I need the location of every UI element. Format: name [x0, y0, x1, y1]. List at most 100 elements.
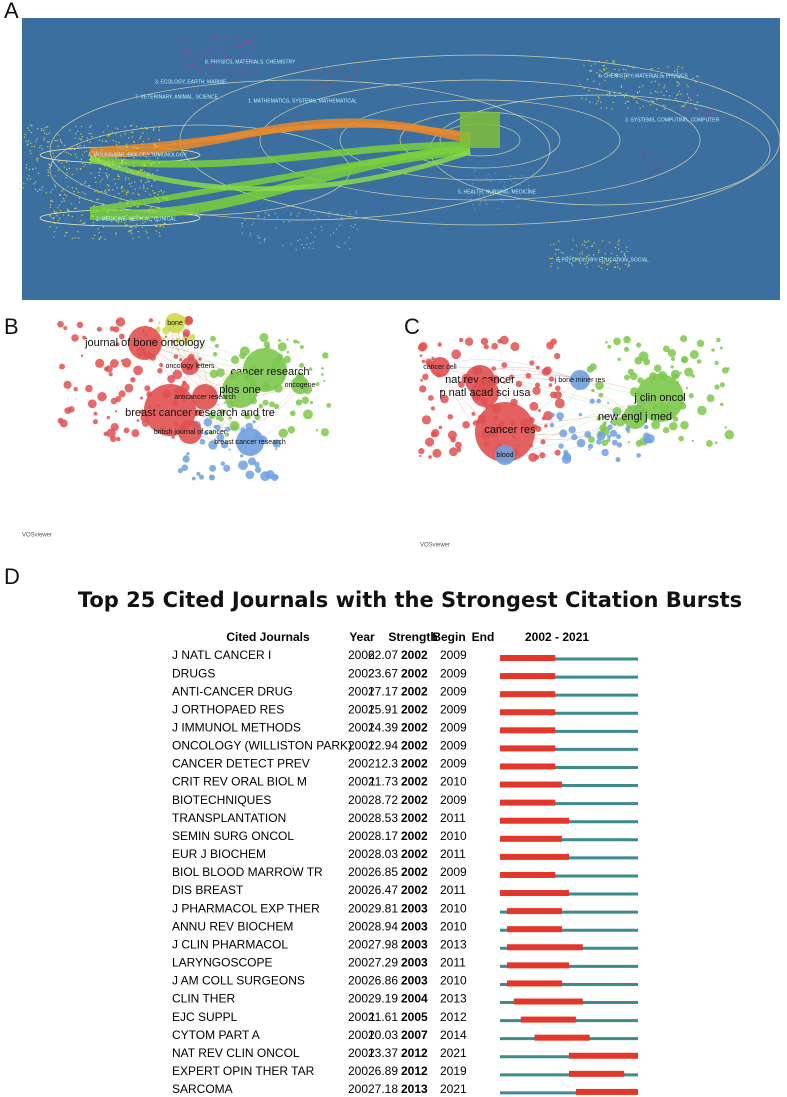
journal-dot [489, 180, 492, 182]
journal-dot [147, 210, 150, 212]
journal-dot [627, 265, 629, 268]
journal-dot [67, 209, 69, 211]
journal-dot [664, 84, 666, 87]
journal-dot [350, 225, 352, 227]
journal-dot [584, 263, 586, 265]
begin: 2002 [401, 811, 428, 825]
journal-dot [19, 188, 22, 190]
journal-dot [645, 160, 648, 162]
journal-dot [696, 75, 698, 77]
node [554, 449, 561, 456]
journal-dot [158, 153, 160, 156]
journal-dot [141, 226, 144, 229]
journal-dot [600, 267, 603, 269]
begin: 2007 [401, 1028, 428, 1042]
journal-dot [41, 186, 44, 188]
journal-dot [20, 141, 23, 144]
journal-dot [600, 101, 602, 104]
column-header: Year [349, 630, 375, 644]
journal-dot [189, 50, 191, 52]
node [550, 412, 555, 418]
journal-name: CYTOM PART A [172, 1028, 260, 1042]
journal-dot [151, 185, 153, 187]
journal-dot [207, 66, 210, 69]
journal-dot [347, 83, 349, 86]
journal-dot [92, 222, 95, 224]
journal-dot [473, 170, 475, 172]
node [179, 358, 183, 362]
node [247, 457, 256, 466]
node [711, 348, 715, 352]
journal-dot [25, 164, 28, 166]
node [678, 435, 684, 442]
journal-dot [40, 129, 43, 132]
journal-dot [591, 258, 593, 260]
journal-dot [472, 183, 474, 185]
journal-dot [668, 95, 671, 97]
strength: 14.39 [368, 720, 398, 734]
journal-dot [150, 206, 152, 209]
journal-name: J PHARMACOL EXP THER [172, 901, 320, 915]
journal-dot [236, 45, 238, 47]
journal-dot [138, 236, 140, 238]
journal-dot [352, 226, 355, 228]
journal-dot [687, 86, 689, 88]
node-label: bone [167, 320, 183, 327]
journal-name: ANNU REV BIOCHEM [172, 919, 293, 933]
journal-dot [80, 139, 82, 141]
journal-dot [125, 192, 128, 194]
journal-dot [74, 153, 77, 155]
range-start: 2002 [525, 630, 552, 644]
strength: 8.03 [375, 847, 399, 861]
node [587, 443, 594, 449]
journal-dot [113, 195, 116, 197]
journal-dot [560, 251, 563, 253]
journal-dot [662, 104, 664, 106]
journal-dot [104, 238, 106, 240]
journal-dot [209, 65, 212, 68]
journal-dot [296, 215, 299, 217]
journal-dot [34, 181, 37, 184]
journal-dot [55, 213, 57, 215]
journal-dot [56, 215, 58, 217]
node-label: breast cancer research and tre [125, 407, 275, 419]
panel-label: C [404, 314, 420, 339]
journal-dot [75, 156, 78, 158]
node [643, 358, 651, 366]
journal-dot [129, 226, 131, 228]
cluster-label: 6. PSYCHOLOGY, EDUCATION, SOCIAL [556, 257, 649, 263]
journal-dot [251, 72, 253, 75]
node [144, 385, 151, 392]
node [115, 342, 120, 347]
burst-bar [575, 1088, 638, 1095]
journal-dot [328, 82, 331, 84]
journal-dot [249, 39, 251, 42]
node [459, 337, 464, 343]
journal-dot [84, 180, 87, 183]
node [269, 401, 275, 408]
burst-bar [500, 781, 563, 788]
node [714, 360, 719, 366]
node [549, 422, 555, 428]
node [615, 456, 621, 463]
journal-dot [151, 190, 154, 192]
journal-dot [158, 191, 160, 193]
journal-dot [98, 231, 101, 234]
journal-dot [676, 81, 678, 83]
node [602, 422, 607, 427]
journal-dot [107, 211, 109, 213]
journal-dot [513, 176, 515, 178]
journal-dot [91, 151, 94, 153]
begin: 2002 [401, 829, 428, 843]
node [124, 383, 134, 393]
journal-dot [642, 105, 645, 108]
node [576, 438, 586, 448]
cluster-label: 3. SYSTEMS, COMPUTING, COMPUTER [625, 117, 720, 123]
journal-dot [70, 203, 73, 205]
journal-dot [141, 171, 143, 174]
journal-dot [596, 87, 599, 90]
journal-dot [338, 86, 340, 89]
journal-dot [486, 195, 489, 198]
